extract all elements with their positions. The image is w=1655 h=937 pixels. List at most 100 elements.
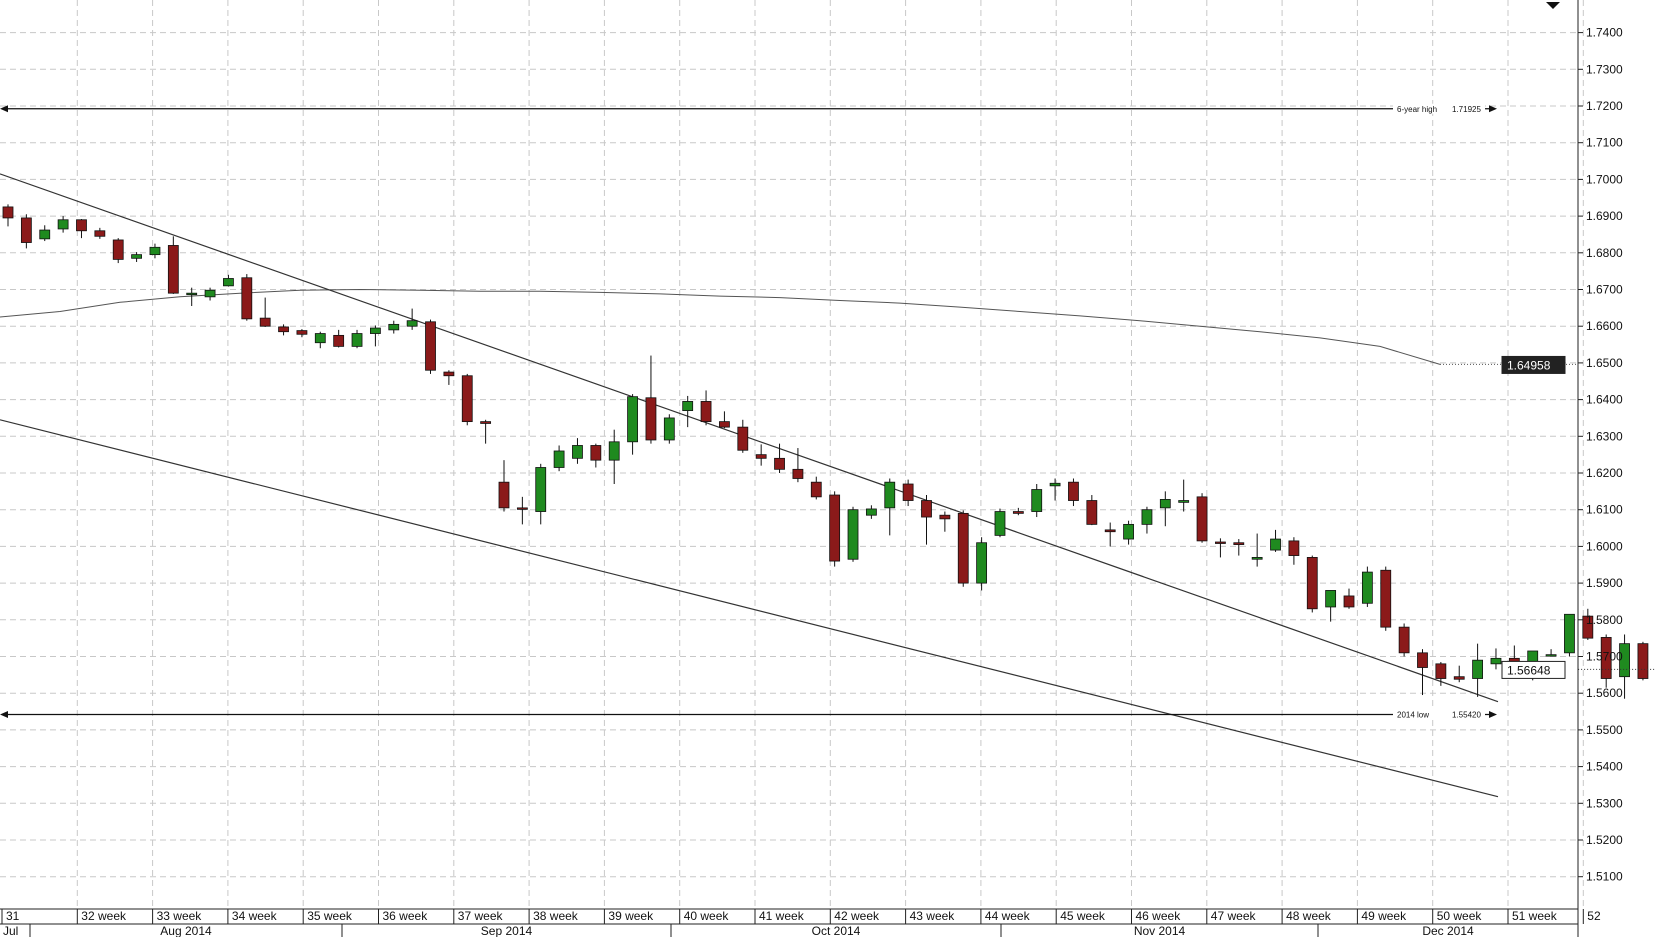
candle [39,225,51,242]
price-tick-label: 1.5100 [1586,870,1623,884]
bullish-candle-body [1270,538,1281,551]
week-label: 50 week [1437,909,1483,923]
bullish-candle-body [1123,523,1134,540]
candle [737,419,749,453]
bullish-candle-body [39,229,51,240]
price-tick-label: 1.5600 [1586,686,1623,700]
candle [1343,588,1355,609]
month-label: Nov 2014 [1134,924,1186,937]
price-box-label: 1.56648 [1507,663,1551,677]
week-label: 38 week [533,909,579,923]
bullish-candle-body [406,320,418,327]
candle [865,505,877,519]
candle [186,287,198,307]
bullish-candle-body [351,333,363,347]
level-label: 6-year high [1397,105,1437,114]
candle [1637,641,1649,681]
bullish-candle-body [994,511,1006,536]
bullish-candle-body [572,445,583,459]
bearish-candle-body [1380,569,1392,628]
candle [57,216,69,233]
candle [1270,529,1281,552]
candle [1141,506,1153,534]
week-label: 34 week [232,909,278,923]
bearish-candle-body [810,481,822,498]
bearish-candle-body [902,483,914,501]
candle [1031,484,1043,518]
price-tick-label: 1.7400 [1586,26,1623,40]
horizontal-levels: 6-year high 1.71925 2014 low 1.55420 [0,103,1655,720]
candle [627,394,638,455]
price-tick-label: 1.6100 [1586,503,1623,517]
bearish-candle-body [939,514,951,520]
candle [1251,533,1263,567]
week-label: 44 week [985,909,1031,923]
candle [774,443,785,473]
bearish-candle-body [1086,500,1098,525]
price-tick-label: 1.6600 [1586,319,1623,333]
bearish-candle-body [461,375,473,423]
candle [1306,555,1318,613]
candle [314,331,326,349]
candle [829,491,841,567]
candle [443,370,455,385]
price-tick-label: 1.7100 [1586,136,1623,150]
bullish-candle-body [976,542,988,584]
bullish-candle-body [535,467,547,512]
bearish-candle-body [333,334,345,347]
bullish-candle-body [223,278,234,287]
candle [535,463,547,525]
candle [1435,662,1447,686]
candle [2,204,14,227]
bearish-candle-body [792,468,804,479]
month-label: Dec 2014 [1422,924,1474,937]
bearish-candle-body [112,239,124,260]
bullish-candle-body [608,441,620,461]
bearish-candle-body [1453,676,1465,680]
month-label: Oct 2014 [812,924,861,937]
bearish-candle-body [516,507,528,510]
candle [278,324,289,336]
week-label: 42 week [834,909,880,923]
candle [902,479,914,507]
candle [700,390,712,426]
price-tick-label: 1.7000 [1586,172,1623,186]
price-tick-label: 1.6700 [1586,283,1623,297]
price-tick-label: 1.5400 [1586,760,1623,774]
candle [1600,634,1612,688]
price-tick-label: 1.5800 [1586,613,1623,627]
candle [1325,590,1337,622]
week-label: 31 [6,909,20,923]
bullish-candle-body [663,417,675,441]
candle [884,478,896,536]
bullish-candle-body [847,509,859,560]
moving-average-line [0,288,1441,365]
bullish-candle-body [149,246,161,256]
price-tick-label: 1.5500 [1586,723,1623,737]
bearish-candle-body [1306,557,1318,610]
bearish-candle-body [20,217,32,243]
bearish-candle-body [1104,529,1116,533]
candle [1196,493,1208,543]
week-label: 43 week [910,909,956,923]
bearish-candle-body [1582,615,1594,639]
bearish-candle-body [1068,481,1079,501]
candle [1582,608,1594,640]
candle [1068,478,1079,507]
bullish-candle-body [865,508,877,516]
candle [994,508,1006,538]
candle [498,460,510,512]
bullish-candle-body [884,481,896,509]
scroll-down-arrow-icon[interactable] [1546,2,1560,9]
candle [20,214,32,249]
week-label: 39 week [608,909,654,923]
candle [1233,539,1245,556]
month-label: Jul [3,924,18,937]
candle [682,395,694,428]
bullish-candle-body [1545,654,1557,657]
bearish-candle-body [2,206,14,219]
week-label: 52 [1587,909,1601,923]
bullish-candle-body [1049,482,1061,487]
bearish-candle-body [1600,637,1612,679]
